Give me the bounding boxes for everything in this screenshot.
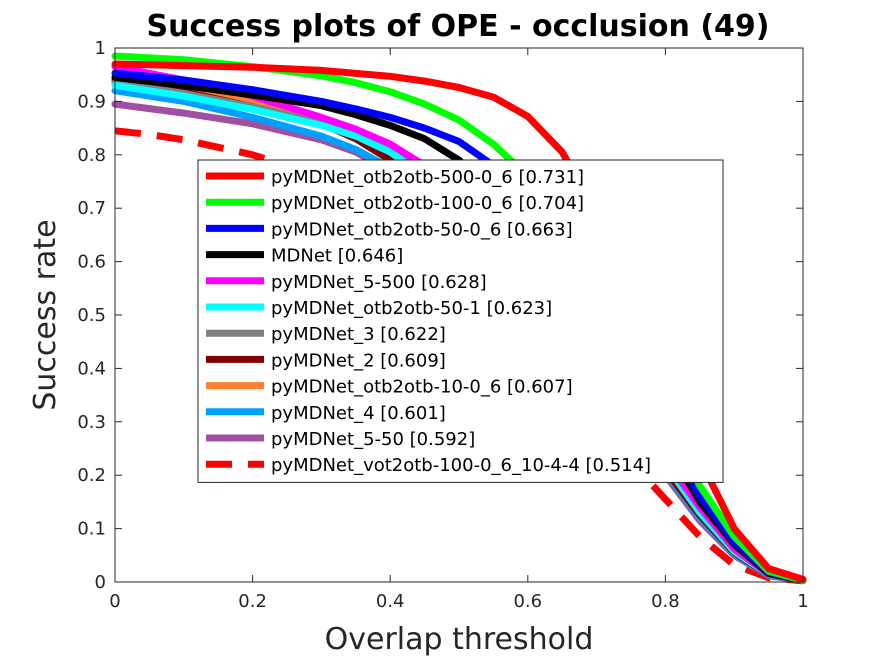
legend-label: pyMDNet_vot2otb-100-0_6_10-4-4 [0.514] (271, 455, 651, 476)
legend-label: pyMDNet_3 [0.622] (271, 324, 446, 345)
x-axis-label: Overlap threshold (325, 622, 594, 657)
y-tick-label: 0.9 (77, 91, 106, 112)
x-tick-label: 0.8 (651, 591, 680, 612)
x-axis-ticks: 0 0.2 0.4 0.6 0.8 1 (109, 48, 809, 612)
x-tick-label: 1 (797, 591, 808, 612)
y-tick-label: 0.8 (77, 145, 106, 166)
legend: pyMDNet_otb2otb-500-0_6 [0.731] pyMDNet_o… (197, 159, 724, 483)
y-tick-label: 0.6 (77, 252, 106, 273)
chart-title: Success plots of OPE - occlusion (49) (146, 9, 769, 44)
y-tick-label: 0.4 (77, 358, 106, 379)
y-tick-label: 0.5 (77, 305, 106, 326)
legend-label: pyMDNet_otb2otb-50-1 [0.623] (271, 298, 552, 319)
legend-box (197, 159, 724, 483)
legend-label: pyMDNet_5-500 [0.628] (271, 272, 487, 293)
x-tick-label: 0.6 (513, 591, 542, 612)
legend-label: pyMDNet_otb2otb-100-0_6 [0.704] (271, 193, 584, 214)
y-axis-label: Success rate (28, 219, 63, 410)
legend-label: pyMDNet_otb2otb-10-0_6 [0.607] (271, 377, 573, 398)
y-tick-label: 0.2 (77, 465, 106, 486)
legend-label: pyMDNet_otb2otb-50-0_6 [0.663] (271, 219, 573, 240)
y-axis-ticks: 0 0.1 0.2 0.3 0.4 0.5 0.6 0.7 0.8 0.9 1 (77, 38, 803, 593)
y-tick-label: 0.3 (77, 412, 106, 433)
legend-label: pyMDNet_5-50 [0.592] (271, 429, 475, 450)
legend-label: pyMDNet_otb2otb-500-0_6 [0.731] (271, 167, 584, 188)
legend-label: pyMDNet_2 [0.609] (271, 350, 446, 371)
x-tick-label: 0.4 (376, 591, 405, 612)
x-tick-label: 0 (109, 591, 120, 612)
y-tick-label: 0 (95, 572, 106, 593)
y-tick-label: 0.1 (77, 519, 106, 540)
legend-label: pyMDNet_4 [0.601] (271, 403, 446, 424)
y-tick-label: 0.7 (77, 198, 106, 219)
y-tick-label: 1 (95, 38, 106, 59)
legend-label: MDNet [0.646] (271, 246, 403, 267)
x-tick-label: 0.2 (238, 591, 267, 612)
